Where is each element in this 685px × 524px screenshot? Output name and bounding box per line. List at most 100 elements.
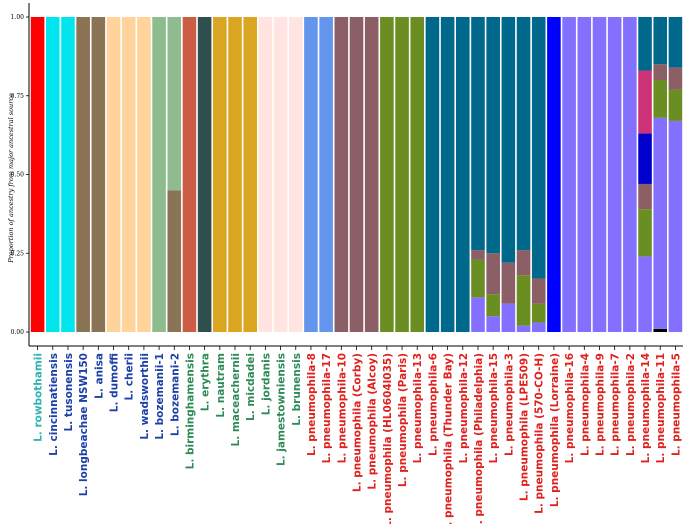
bar-38	[592, 17, 607, 332]
bar-segment	[334, 17, 349, 332]
bar-segment	[547, 17, 561, 332]
bar-segment	[668, 17, 683, 68]
x-tick-label: L. pneumophila-16	[564, 353, 576, 463]
bar-segment	[486, 253, 500, 295]
x-tick-label: L. pneumophila (HL0604l035)	[382, 353, 394, 524]
bar-segment	[395, 17, 409, 332]
x-tick-label: L. pneumophila (570-CO-H)	[534, 353, 546, 514]
bar-29	[456, 17, 470, 332]
x-tick-label: L. pneumophila (Alcoy)	[367, 353, 379, 490]
x-tick-label: L. pneumophila (Lorraine)	[549, 353, 561, 507]
bar-segment	[76, 17, 90, 332]
bar-segment	[410, 17, 425, 332]
bar-segment	[349, 17, 364, 332]
y-tick-label: 1.00	[11, 14, 25, 21]
bar-3	[61, 17, 75, 332]
bar-segment	[456, 17, 470, 332]
bar-8	[137, 17, 151, 332]
bar-39	[607, 17, 622, 332]
bar-segment	[531, 17, 546, 279]
bar-34	[531, 17, 546, 332]
x-tick-label: L. pneumophila-7	[610, 353, 622, 456]
bar-segment	[577, 17, 592, 332]
bar-segment	[106, 17, 121, 332]
bar-10	[167, 17, 182, 332]
x-tick-label: L. jordanis	[260, 353, 272, 415]
x-tick-label: L. pneumophila-5	[670, 353, 682, 456]
bar-segment	[638, 209, 652, 257]
bar-segment	[213, 17, 227, 332]
bars-group	[30, 17, 683, 350]
bar-segment	[653, 17, 668, 65]
bar-segment	[45, 17, 60, 332]
bar-segment	[501, 262, 516, 304]
x-tick-label: L. jamestowniensis	[276, 353, 288, 466]
x-tick-label: L. pneumophila (Thunder Bay)	[443, 353, 455, 524]
bar-segment	[501, 303, 516, 332]
x-tick-label: L. longbeachae NSW150	[78, 353, 90, 496]
bar-segment	[668, 120, 683, 332]
bar-segment	[607, 17, 622, 332]
bar-32	[501, 17, 516, 332]
bar-segment	[182, 17, 197, 332]
bar-37	[577, 17, 592, 332]
x-tick-label: L. pneumophila-4	[579, 353, 591, 456]
bar-36	[562, 17, 576, 332]
bar-segment	[638, 133, 652, 184]
bar-segment	[425, 17, 440, 332]
bar-30	[471, 17, 485, 332]
bar-segment	[516, 17, 531, 251]
bar-segment	[471, 17, 485, 251]
x-tick-label: L. pneumophila-13	[412, 353, 424, 463]
bar-segment	[273, 17, 288, 332]
x-tick-label: L. pneumophila (Corby)	[352, 353, 364, 492]
y-axis-title: Proportion of ancestry from major ancest…	[7, 93, 15, 264]
x-tick-label: L. pneumophila-17	[321, 353, 333, 463]
bar-segment	[623, 17, 637, 332]
bar-segment	[668, 89, 683, 121]
bar-segment	[61, 17, 75, 332]
bar-9	[152, 17, 166, 332]
bar-segment	[516, 275, 531, 326]
bar-segment	[653, 328, 668, 332]
bar-segment	[304, 17, 318, 332]
x-tick-label: L. pneumophila-2	[625, 353, 637, 456]
bar-segment	[653, 117, 668, 329]
bar-segment	[531, 303, 546, 323]
bar-segment	[258, 17, 273, 332]
x-tick-label: L. cincinnatiensis	[48, 353, 60, 456]
bar-5	[91, 17, 106, 332]
bar-segment	[638, 70, 652, 134]
bar-12	[197, 17, 212, 332]
bar-16	[258, 17, 273, 332]
bar-42	[653, 17, 668, 332]
bar-segment	[380, 17, 394, 332]
bar-23	[364, 17, 379, 332]
bar-41	[638, 17, 652, 332]
bar-segment	[91, 17, 106, 332]
x-tick-label: L. nautram	[215, 353, 227, 418]
bar-segment	[197, 17, 212, 332]
bar-segment	[440, 17, 455, 332]
bar-segment	[653, 64, 668, 80]
x-tick-label: L. dumoffi	[109, 353, 121, 412]
bar-4	[76, 17, 90, 332]
x-tick-label: L. pneumophila (Paris)	[397, 353, 409, 487]
bar-segment	[638, 183, 652, 210]
bar-segment	[653, 80, 668, 118]
x-tick-label: L. anisa	[93, 353, 105, 399]
bar-segment	[121, 17, 136, 332]
bar-13	[213, 17, 227, 332]
bar-25	[395, 17, 409, 332]
bar-segment	[531, 322, 546, 332]
bar-19	[304, 17, 318, 332]
bar-43	[668, 17, 683, 332]
bar-segment	[501, 17, 516, 263]
bar-segment	[137, 17, 151, 332]
bar-segment	[516, 250, 531, 276]
bar-segment	[167, 190, 182, 332]
x-tick-label: L. bozemanii-1	[154, 353, 166, 440]
bar-11	[182, 17, 197, 332]
y-tick-label: 0.75	[11, 93, 25, 100]
bar-2	[45, 17, 60, 332]
